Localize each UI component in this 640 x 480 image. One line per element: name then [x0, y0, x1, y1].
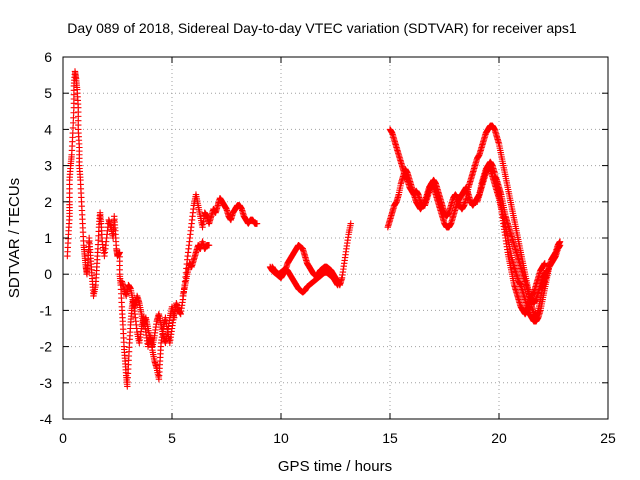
y-axis-label: SDTVAR / TECUs	[6, 178, 23, 298]
y-tick-label: 6	[44, 49, 52, 65]
y-tick-label: -2	[40, 339, 53, 355]
x-axis-label: GPS time / hours	[278, 458, 392, 475]
y-tick-label: 3	[44, 158, 52, 174]
y-axis-ticks: -4 -3 -2 -1 0 1 2 3 4 5 6	[40, 49, 608, 427]
data-point	[253, 220, 261, 227]
data-point	[541, 260, 548, 267]
x-tick-label: 0	[59, 430, 67, 446]
y-tick-label: 2	[44, 194, 52, 210]
data-point	[170, 314, 178, 321]
x-tick-label: 5	[168, 430, 176, 446]
y-tick-label: -1	[40, 302, 53, 318]
y-tick-label: -4	[40, 411, 53, 427]
data-point	[205, 242, 213, 249]
data-point	[543, 267, 551, 274]
y-tick-label: 0	[44, 266, 52, 282]
chart-title: Day 089 of 2018, Sidereal Day-to-day VTE…	[67, 20, 577, 36]
data-point	[556, 242, 564, 249]
y-tick-label: 1	[44, 230, 52, 246]
data-point	[334, 281, 341, 289]
x-axis-ticks: 0 5 10 15 20 25	[59, 57, 616, 446]
data-point	[347, 220, 354, 227]
x-tick-label: 25	[600, 430, 616, 446]
y-tick-label: 4	[44, 121, 52, 137]
grid-lines	[63, 57, 608, 419]
y-tick-label: -3	[40, 375, 53, 391]
x-tick-label: 10	[273, 430, 289, 446]
x-tick-label: 20	[491, 430, 507, 446]
data-points	[64, 68, 564, 390]
x-tick-label: 15	[382, 430, 398, 446]
y-tick-label: 5	[44, 85, 52, 101]
